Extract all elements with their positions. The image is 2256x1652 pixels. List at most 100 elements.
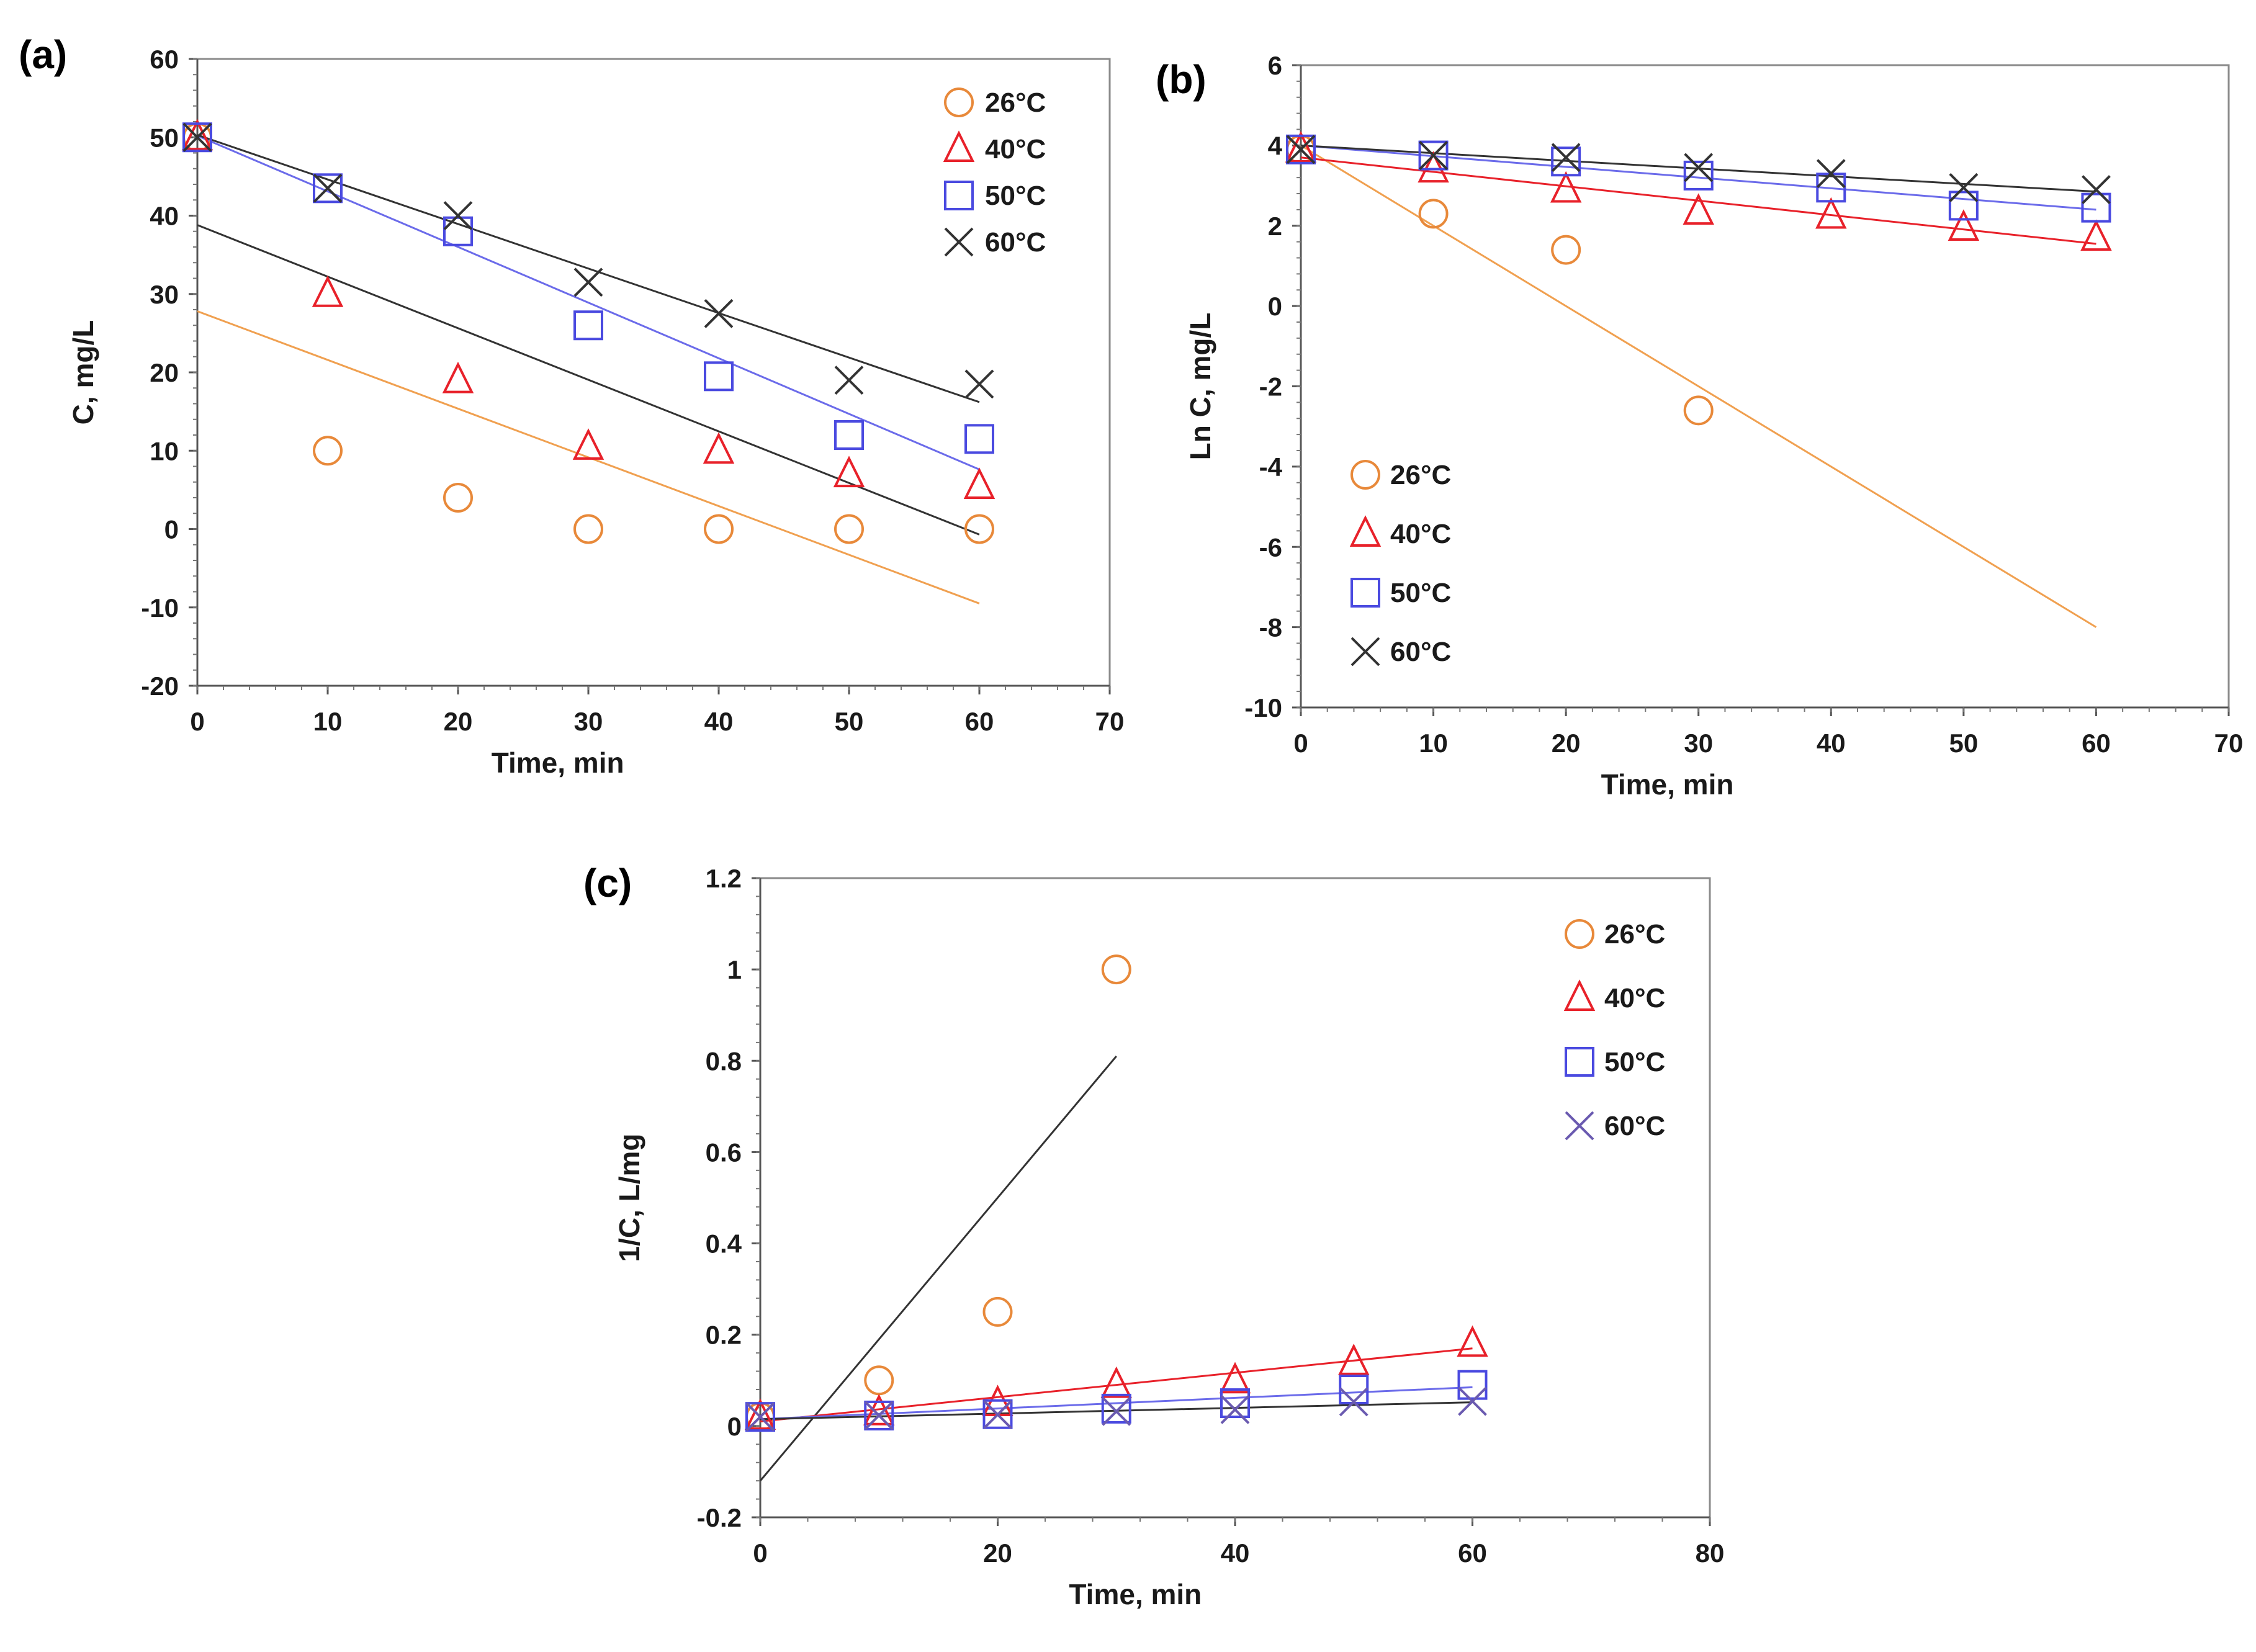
chart-panel-1: 0 10 20 30 40 50 60 70 -20 -10 0 10 20 30 40 50 60 Time, … [19, 32, 1124, 779]
trendline [197, 135, 980, 470]
data-point [834, 366, 864, 395]
data-point [982, 1399, 1013, 1429]
data-point [1551, 146, 1581, 177]
data-point [182, 122, 212, 153]
x-tick-label: 20 [1552, 729, 1581, 758]
y-tick-label: 1.2 [706, 864, 742, 893]
y-tick-label: 0 [727, 1412, 742, 1441]
data-point [1285, 131, 1317, 163]
plot-area [759, 877, 1711, 1519]
x-tick-label: 50 [835, 707, 864, 736]
y-tick-label: -4 [1259, 452, 1283, 482]
trendline [1300, 145, 2097, 628]
data-point [1419, 141, 1448, 170]
series-1 [182, 122, 994, 544]
data-point [745, 1402, 775, 1432]
data-point [182, 122, 212, 152]
legend-marker [944, 88, 974, 117]
data-point [313, 173, 343, 204]
data-point [964, 369, 994, 399]
data-point [1683, 160, 1714, 191]
data-point [2082, 175, 2111, 204]
data-point [1684, 153, 1714, 182]
legend: 26°C 40°C 50°C 60°C [1349, 460, 1451, 667]
data-point [1948, 191, 1979, 221]
series-1 [745, 954, 1131, 1432]
data-point [1101, 1393, 1131, 1424]
series-4 [1286, 135, 2111, 204]
legend-marker [1350, 578, 1380, 608]
trendline [759, 1055, 1117, 1482]
legend-marker [944, 181, 974, 210]
data-point [1220, 1388, 1250, 1419]
data-point [834, 514, 864, 544]
y-tick-label: -6 [1259, 532, 1282, 562]
legend: 26°C 40°C 50°C 60°C [1563, 919, 1665, 1141]
data-point [744, 1398, 776, 1430]
y-tick-label: 0 [1268, 292, 1282, 321]
data-point [1339, 1387, 1368, 1417]
data-point [963, 467, 995, 500]
y-axis-label: Ln C, mg/L [1184, 313, 1216, 460]
data-point [312, 275, 344, 307]
y-tick-label: -8 [1259, 613, 1282, 642]
legend-label: 50°C [1390, 578, 1451, 608]
x-tick-label: 30 [1684, 729, 1713, 758]
trendline [760, 1347, 1473, 1422]
legend-marker [1565, 919, 1594, 949]
data-point [1102, 1396, 1131, 1426]
legend-label: 40°C [1604, 983, 1665, 1013]
data-point [1815, 197, 1847, 229]
data-point [1948, 209, 1980, 241]
x-tick-label: 40 [1817, 729, 1846, 758]
data-point [572, 428, 604, 460]
y-tick-label: 4 [1268, 131, 1283, 160]
data-point [1551, 143, 1581, 173]
data-point [1816, 159, 1846, 189]
data-point [964, 514, 994, 544]
x-tick-label: 40 [704, 707, 734, 736]
data-point [704, 514, 734, 544]
data-point [313, 436, 343, 466]
legend-label: 40°C [1390, 519, 1451, 549]
legend-label: 60°C [1604, 1111, 1665, 1141]
x-tick-label: 60 [1458, 1538, 1487, 1568]
data-point [704, 299, 734, 328]
data-point [983, 1400, 1012, 1429]
y-tick-label: 0.6 [706, 1138, 742, 1167]
y-tick-label: -20 [141, 671, 179, 701]
x-tick-label: 80 [1696, 1538, 1725, 1568]
x-axis-label: Time, min [1601, 768, 1734, 801]
data-point [181, 119, 213, 151]
legend-label: 40°C [985, 134, 1046, 164]
legend-marker [944, 227, 974, 257]
series-2 [181, 119, 995, 500]
series-4 [745, 1386, 1487, 1432]
y-tick-label: 40 [150, 202, 179, 231]
y-tick-label: 20 [150, 358, 179, 387]
data-point [1458, 1386, 1487, 1416]
series-3 [182, 122, 994, 454]
data-point [1219, 1362, 1251, 1394]
data-point [982, 1296, 1013, 1327]
trendline [197, 134, 980, 403]
y-tick-label: -10 [1244, 693, 1282, 722]
legend-label: 50°C [1604, 1047, 1665, 1077]
plot-area [196, 58, 1111, 687]
y-tick-label: 50 [150, 123, 179, 152]
data-point [2081, 192, 2111, 223]
data-point [2080, 219, 2112, 251]
data-point [1457, 1325, 1488, 1357]
legend-marker [1350, 637, 1380, 667]
legend-label: 50°C [985, 181, 1046, 211]
panel-label: (a) [19, 32, 67, 77]
data-point [1100, 1366, 1132, 1398]
legend-marker [1349, 515, 1382, 547]
y-tick-label: -2 [1259, 372, 1282, 402]
data-point [834, 420, 864, 450]
data-point [864, 1401, 894, 1430]
x-tick-label: 60 [2082, 729, 2111, 758]
trendline [197, 224, 980, 536]
x-tick-label: 20 [444, 707, 473, 736]
y-tick-label: 0.2 [706, 1321, 742, 1350]
